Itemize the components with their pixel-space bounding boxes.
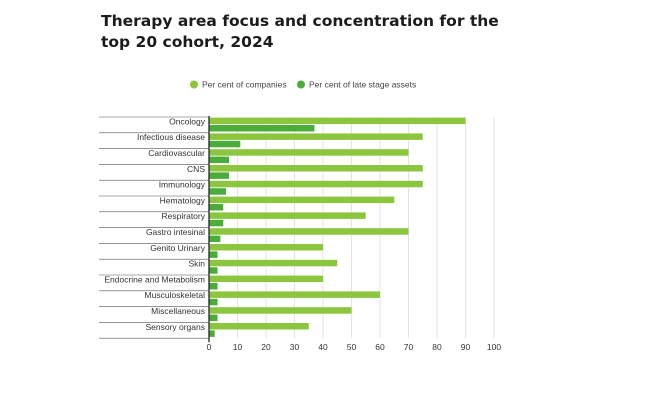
x-tick-label: 10 (233, 342, 243, 352)
category-label: Infectious disease (137, 132, 205, 142)
category-label: Sensory organs (145, 322, 205, 332)
category-label: Endocrine and Metabolism (104, 274, 205, 284)
bar-late-stage-assets (209, 314, 218, 322)
row-separators (99, 116, 209, 339)
bar-late-stage-assets (209, 267, 218, 274)
bar-late-stage-assets (209, 172, 229, 179)
category-label: Immunology (159, 180, 206, 190)
bar-companies (209, 291, 380, 298)
bar-companies (209, 212, 366, 219)
x-tick-label: 50 (347, 342, 357, 352)
bar-companies (209, 165, 423, 172)
category-label: Respiratory (162, 211, 206, 221)
bars (209, 117, 466, 337)
category-label: Miscellaneous (151, 306, 205, 316)
x-tick-label: 80 (432, 342, 442, 352)
bar-late-stage-assets (209, 156, 229, 164)
x-tick-label: 30 (290, 342, 300, 352)
bar-companies (209, 180, 423, 188)
bar-late-stage-assets (209, 140, 241, 148)
bar-late-stage-assets (209, 204, 224, 211)
category-label: Cardiovascular (148, 148, 205, 158)
bar-late-stage-assets (209, 188, 227, 195)
bar-late-stage-assets (209, 235, 221, 243)
bar-companies (209, 133, 423, 140)
bar-late-stage-assets (209, 219, 224, 227)
bar-late-stage-assets (209, 251, 218, 258)
bar-companies (209, 228, 409, 235)
bar-companies (209, 117, 466, 125)
legend-label: Per cent of companies (202, 80, 287, 90)
bar-companies (209, 307, 352, 314)
category-label: Genito Urinary (150, 243, 206, 253)
legend: Per cent of companies Per cent of late st… (190, 80, 416, 90)
category-labels: Oncology Infectious disease Cardiovascular… (104, 116, 205, 331)
category-label: CNS (187, 164, 205, 174)
bar-companies (209, 275, 323, 283)
x-tick-label: 20 (261, 342, 271, 352)
category-label: Skin (188, 259, 205, 269)
bar-companies (209, 323, 309, 330)
bar-late-stage-assets (209, 125, 315, 132)
x-tick-label: 60 (375, 342, 385, 352)
category-label: Oncology (169, 116, 206, 126)
legend-marker (297, 80, 305, 89)
bar-late-stage-assets (209, 298, 218, 306)
x-tick-label: 70 (404, 342, 414, 352)
x-tick-label: 100 (487, 342, 501, 352)
bar-companies (209, 196, 395, 204)
chart-title: Therapy area focus and concentration for… (101, 12, 499, 51)
x-tick-labels: 0 10 20 30 40 50 60 70 80 90 100 (207, 342, 502, 352)
bar-companies (209, 244, 323, 251)
x-tick-label: 40 (318, 342, 328, 352)
bar-late-stage-assets (209, 330, 215, 337)
category-label: Hematology (160, 195, 206, 205)
legend-label: Per cent of late stage assets (309, 80, 416, 90)
legend-marker (190, 80, 198, 89)
bar-companies (209, 259, 338, 267)
category-label: Gastro intesinal (146, 227, 205, 237)
category-label: Musculoskeletal (145, 290, 206, 300)
x-tick-label: 0 (207, 342, 212, 352)
bar-late-stage-assets (209, 283, 218, 290)
x-tick-label: 90 (461, 342, 471, 352)
bar-companies (209, 149, 409, 156)
